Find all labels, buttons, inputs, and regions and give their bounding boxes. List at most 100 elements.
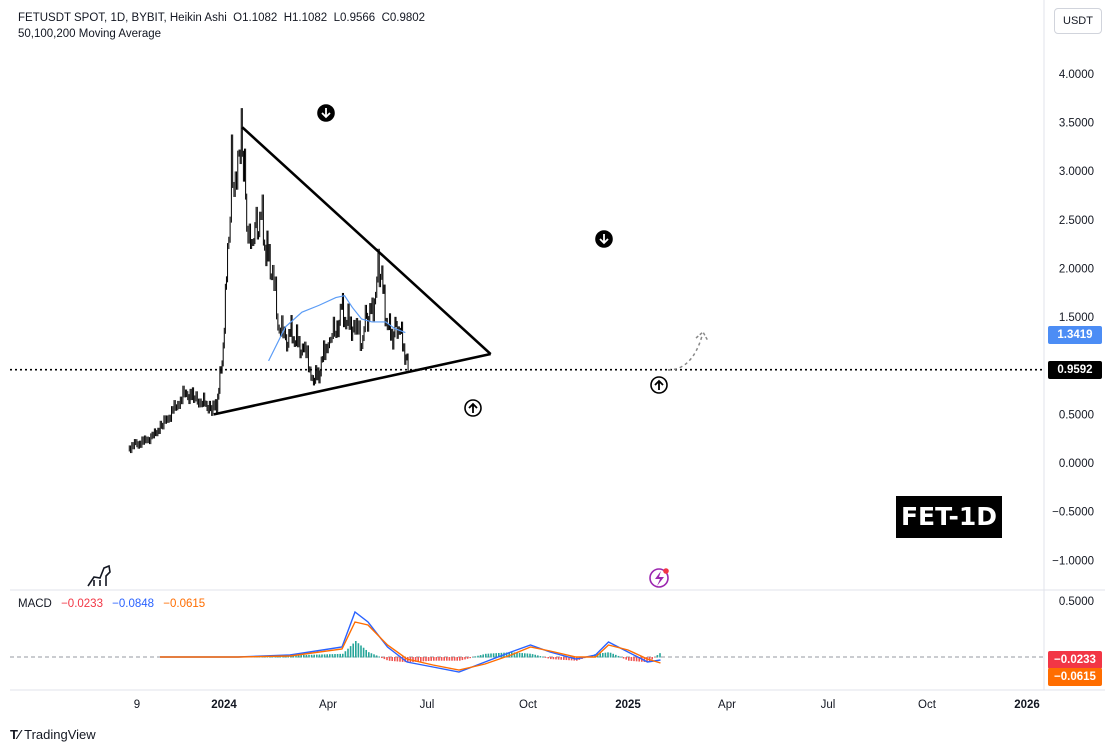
macd-histogram-bar [524,653,526,658]
macd-histogram-bar [303,655,305,658]
currency-button[interactable]: USDT [1054,8,1102,34]
macd-histogram-bar [635,657,638,662]
macd-histogram-bar [539,656,542,658]
macd-histogram-bar [531,654,534,658]
arrow-up-circle-icon-glyph [468,402,478,413]
macd-legend[interactable]: MACD −0.0233 −0.0848 −0.0615 [18,598,205,610]
macd-histogram-bar [443,657,445,661]
macd-histogram-bar [383,657,386,660]
macd-histogram-bar [464,657,466,660]
symbol-line[interactable]: FETUSDT SPOT, 1D, BYBIT, Heikin Ashi [18,12,227,24]
trendline-1 [213,352,491,416]
macd-histogram-bar [656,655,659,658]
macd-histogram-bar [529,653,531,658]
macd-histogram-bar [568,657,570,661]
macd-histogram-bar [612,653,614,658]
macd-histogram-bar [435,657,438,661]
macd-histogram-bar [492,653,495,658]
x-tick-label: Jul [821,699,836,711]
macd-histogram-bar [339,653,341,658]
macd-histogram-bar [417,657,419,662]
macd-histogram-bar [378,656,380,658]
macd-histogram-bar [638,657,640,662]
macd-histogram-bar [521,653,523,658]
macd-histogram-bar [659,653,661,658]
y-tick-label: 3.5000 [1059,117,1094,129]
macd-hist-tag: −0.0615 [1048,668,1102,686]
macd-histogram-bar [594,654,596,658]
macd-histogram-bar [563,657,565,660]
macd-histogram-bar [420,657,422,662]
macd-histogram-bar [404,657,406,663]
macd-histogram-bar [615,654,617,658]
macd-histogram-bar [474,656,477,658]
arrow-up-circle-icon-glyph [654,379,664,390]
macd-histogram-bar [318,654,321,658]
macd-histogram-bar [544,657,547,658]
macd-histogram-bar [456,657,458,661]
macd-histogram-bar [495,653,497,658]
macd-histogram-bar [357,643,360,658]
dino-icon [87,564,111,587]
macd-histogram-bar [599,653,601,658]
macd-tag: −0.0233 [1048,651,1102,669]
macd-histogram-bar [396,657,399,662]
y-tick-label: 0.5000 [1059,409,1094,421]
macd-histogram-bar [375,655,378,658]
ma-price-tag: 1.3419 [1048,326,1102,344]
y-tick-label: 2.0000 [1059,263,1094,275]
macd-histogram-bar [321,654,323,658]
arrow-down-circle-icon-glyph [321,108,331,119]
x-tick-label: 2025 [615,699,641,711]
y-tick-label: 1.5000 [1059,312,1094,324]
macd-label: MACD [18,598,52,610]
macd-histogram-bar [355,641,357,658]
macd-histogram-bar [609,652,612,658]
macd-histogram-bar [422,657,425,662]
macd-histogram-bar [518,652,521,658]
dashed-forecast-arrowhead [695,330,709,342]
macd-histogram-bar [487,653,490,658]
macd-histogram-bar [305,654,308,658]
macd-histogram-bar [329,654,331,658]
macd-histogram-bar [414,657,417,662]
ohlc-open: O1.1082 [233,12,278,24]
macd-line [160,610,661,673]
x-tick-label: 9 [134,699,140,711]
macd-histogram-bar [347,648,349,658]
macd-histogram-bar [451,657,453,661]
macd-histogram-bar [412,657,414,662]
macd-histogram-bar [373,654,375,658]
macd-histogram-bar [453,657,456,661]
macd-histogram-bar [399,657,401,662]
x-tick-label: Jul [420,699,435,711]
indicator-line[interactable]: 50,100,200 Moving Average [18,28,162,40]
macd-histogram-bar [555,657,557,660]
y-tick-label: −0.5000 [1052,507,1094,519]
tradingview-logo[interactable]: T⁄ TradingView [10,727,96,742]
tv-brand: TradingView [24,727,96,742]
y-tick-label: 2.5000 [1059,215,1094,227]
macd-histogram-bar [537,655,539,658]
macd-histogram-bar [526,653,529,658]
macd-histogram-bar [370,653,373,658]
macd-histogram-bar [297,655,300,658]
macd-histogram-bar [469,657,471,659]
fet-badge: FET-1D [896,496,1002,538]
macd-histogram-bar [310,654,313,658]
macd-histogram-bar [381,657,383,659]
macd-histogram-bar [362,647,365,658]
y-tick-label: −1.0000 [1052,555,1094,567]
macd-histogram-bar [433,657,435,661]
macd-histogram-bar [633,657,635,662]
macd-histogram-bar [646,657,648,663]
macd-histogram-bar [482,654,484,658]
macd-histogram-bar [620,657,622,658]
macd-histogram-bar [352,643,354,658]
macd-histogram-bar [308,654,310,658]
macd-histogram-bar [534,654,536,658]
macd-histogram-bar [391,657,393,662]
macd-histogram-bar [485,653,487,658]
macd-histogram-bar [472,657,474,658]
